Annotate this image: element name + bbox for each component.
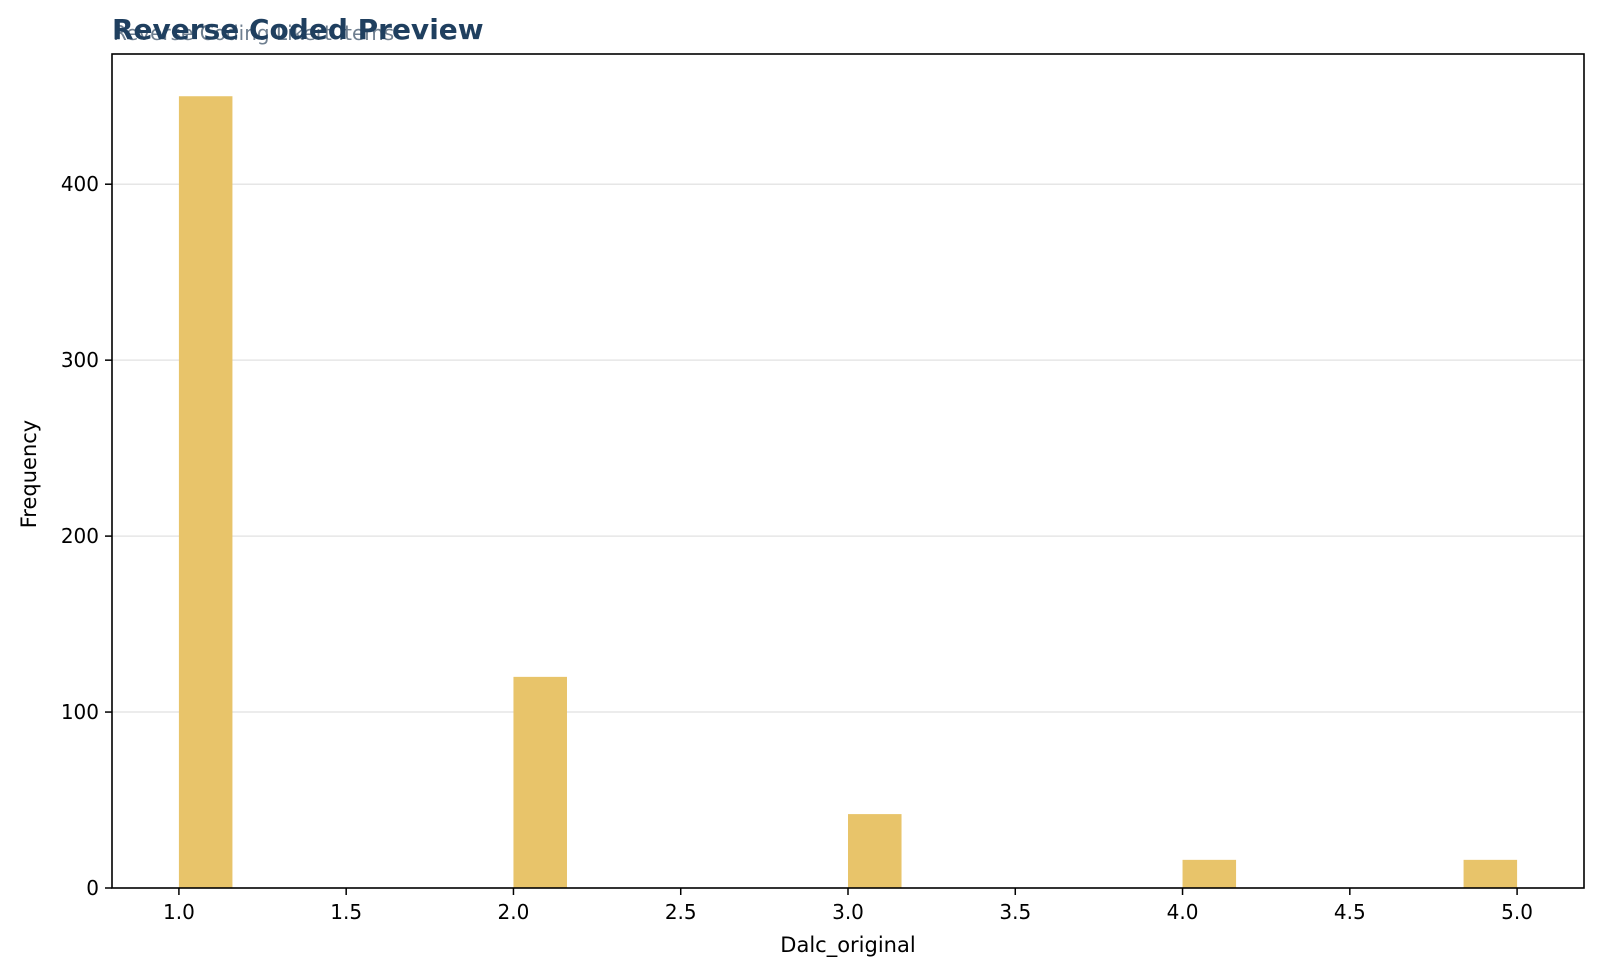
x-tick-label: 4.5 bbox=[1334, 900, 1366, 924]
y-axis: 0 100 200 300 400 bbox=[61, 172, 112, 900]
chart-title: Reverse Coded Preview bbox=[112, 13, 484, 46]
histogram-bar bbox=[1463, 859, 1518, 888]
x-tick-label: 3.0 bbox=[832, 900, 864, 924]
x-tick-label: 4.0 bbox=[1167, 900, 1199, 924]
x-tick-label: 2.5 bbox=[665, 900, 697, 924]
y-tick-label: 400 bbox=[61, 172, 99, 196]
gridlines bbox=[112, 183, 1584, 713]
plot-frame bbox=[111, 53, 1585, 889]
y-tick-label: 100 bbox=[61, 700, 99, 724]
x-tick-label: 3.5 bbox=[999, 900, 1031, 924]
x-tick-label: 1.5 bbox=[330, 900, 362, 924]
bars bbox=[178, 96, 1518, 889]
x-tick-label: 1.0 bbox=[163, 900, 195, 924]
histogram-bar bbox=[178, 96, 233, 889]
histogram-bar bbox=[848, 814, 902, 888]
x-axis: 1.0 1.5 2.0 2.5 3.0 3.5 4.0 4.5 5.0 bbox=[163, 888, 1533, 924]
chart-subtitle: Reverse Coding Likert Items bbox=[113, 21, 394, 45]
x-tick-label: 5.0 bbox=[1501, 900, 1533, 924]
y-tick-label: 0 bbox=[86, 876, 99, 900]
x-tick-label: 2.0 bbox=[498, 900, 530, 924]
y-axis-label: Frequency bbox=[17, 420, 41, 529]
x-axis-label: Dalc_original bbox=[780, 933, 915, 958]
y-tick-label: 200 bbox=[61, 524, 99, 548]
histogram-bar bbox=[1182, 859, 1237, 888]
y-tick-label: 300 bbox=[61, 348, 99, 372]
histogram-bar bbox=[513, 676, 567, 888]
